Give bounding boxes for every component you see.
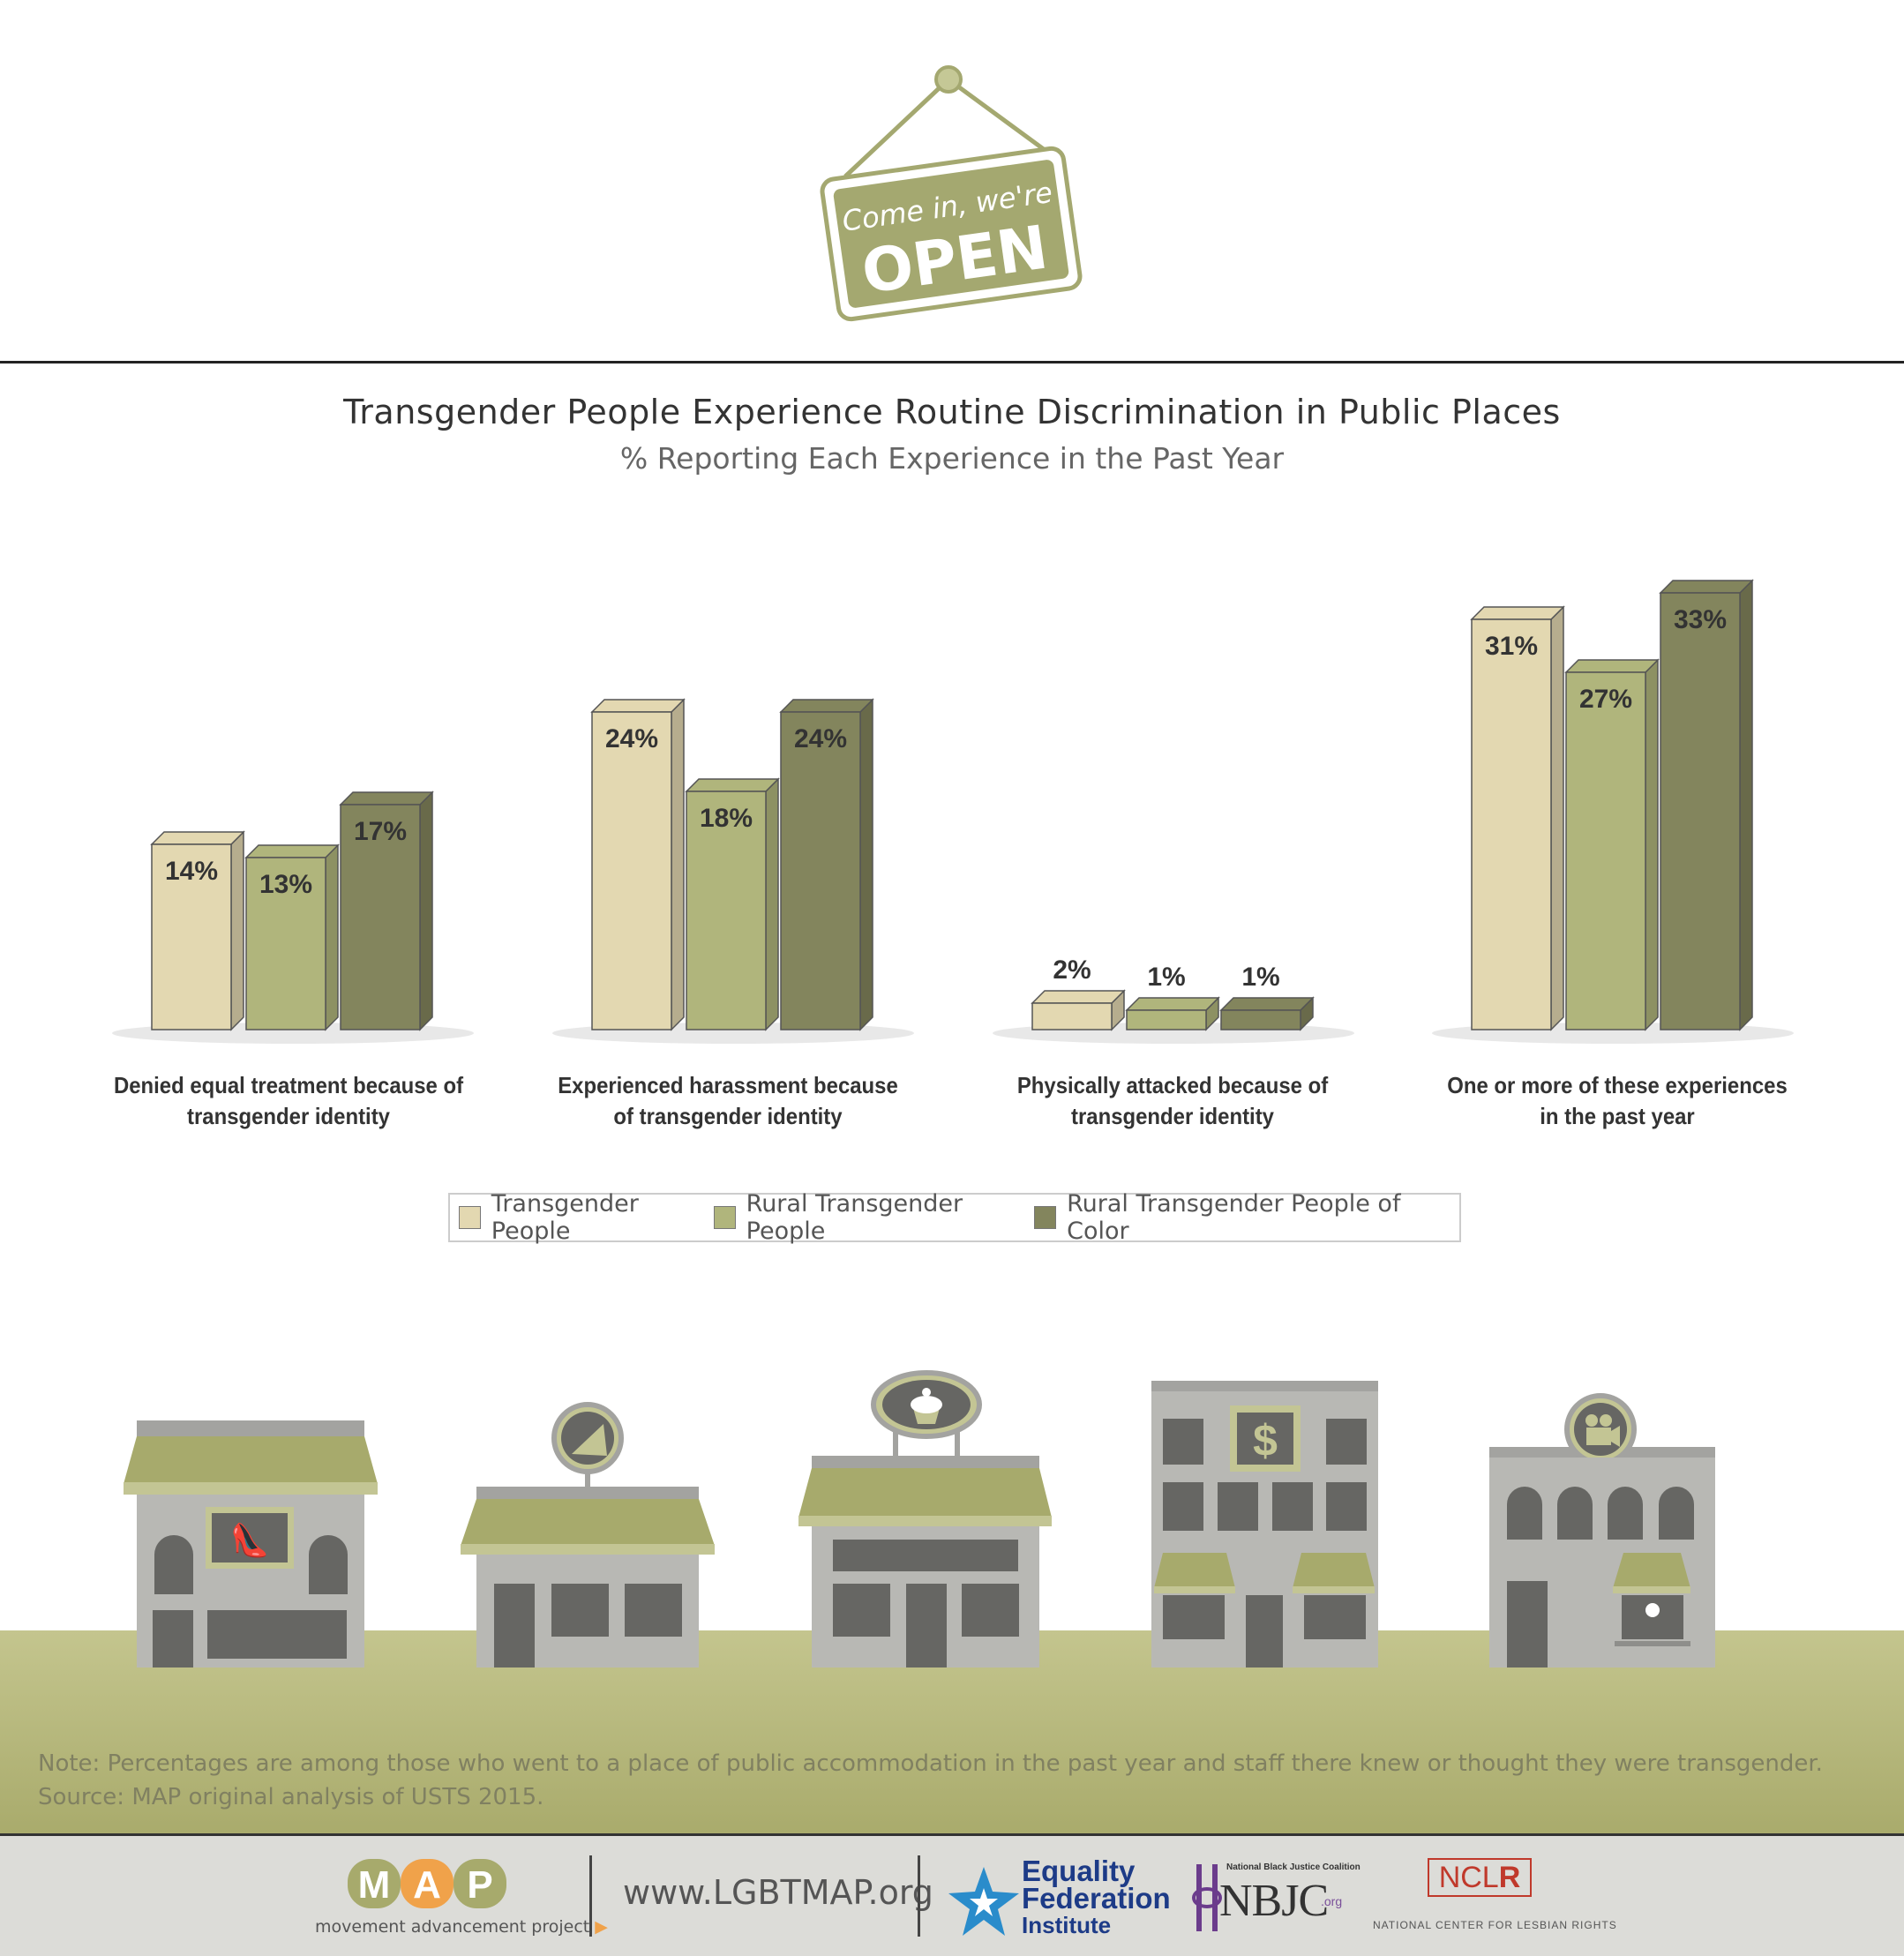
nbjc-emblem-icon [1192,1864,1222,1931]
shoe-icon: 👠 [230,1521,270,1558]
bar [1031,1002,1113,1030]
map-logo: M A P [348,1859,506,1908]
data-label: 18% [700,804,753,833]
bar-top [339,791,434,806]
bar-side [419,791,433,1031]
bar [1660,592,1741,1030]
store-shoe: 👠 [124,1420,378,1667]
bar [686,791,767,1030]
data-label: 2% [1053,956,1091,985]
legend-item-rural-transgender-people-of-color: Rural Transgender People of Color [1034,1190,1450,1245]
bar-chart: 14% 13% 17% 24% 18% 24% 2% 1% 1% 31% 27% 33% [112,579,1794,1044]
storefront-illustration: 👠 [124,1370,1715,1667]
nbjc-logo: NBJC [1219,1876,1329,1926]
category-label-4: One or more of these experiences in the p… [1447,1072,1788,1129]
note-text: Note: Percentages are among those who we… [38,1750,1823,1777]
star-icon [948,1867,1019,1936]
bar-top [1564,659,1660,673]
data-label: 1% [1241,963,1279,992]
bar-side [1739,579,1753,1031]
bar-top [244,844,340,858]
legend-item-transgender-people: Transgender People [459,1190,714,1245]
cupcake-icon [911,1388,942,1424]
bar [591,711,672,1030]
bar-top [1219,997,1315,1011]
bar-side [1645,658,1659,1031]
map-logo-a: A [413,1863,441,1907]
bar-top [1031,990,1126,1004]
data-label: 27% [1579,685,1632,714]
nclr-logo: NCLR [1428,1858,1532,1897]
nclr-name: NATIONAL CENTER FOR LESBIAN RIGHTS [1373,1919,1617,1931]
legend-swatch [713,1206,736,1229]
legend-swatch [459,1206,481,1229]
website-link[interactable]: www.LGBTMAP.org [623,1873,933,1912]
chart-note: Note: Percentages are among those who we… [38,1747,1823,1814]
nbjc-tagline: National Black Justice Coalition [1226,1862,1361,1872]
category-label-1: Denied equal treatment because of transge… [113,1072,464,1129]
bar [245,857,326,1030]
nbjc-org: .org [1321,1894,1343,1908]
store-bank: $ [1151,1381,1378,1667]
bar-side [230,830,244,1031]
film-camera-icon [1585,1414,1620,1447]
bar-top [685,778,780,792]
data-label: 24% [794,724,847,753]
pizza-icon [572,1424,607,1456]
store-pizza [461,1402,715,1667]
bar-top [1470,606,1565,620]
chart-legend: Transgender People Rural Transgender Peo… [448,1190,1461,1245]
bar-side [765,777,779,1031]
chart-subtitle: % Reporting Each Experience in the Past … [619,441,1285,476]
data-label: 31% [1485,632,1538,661]
bar-top [590,699,686,713]
bar-side [859,698,873,1031]
data-label: 1% [1147,963,1185,992]
data-label: 13% [259,870,312,899]
legend-swatch [1034,1206,1057,1229]
bar-top [779,699,874,713]
bar-top [1659,580,1754,594]
chart-title: Transgender People Experience Routine Di… [343,393,1561,431]
bar [1471,618,1552,1030]
footer: M A P movement advancement project ▶ www… [0,1836,1904,1956]
efi-logo: Equality Federation Institute [1022,1855,1171,1938]
store-cinema [1489,1393,1715,1667]
category-label-2: Experienced harassment because of transge… [558,1072,898,1129]
category-label-3: Physically attacked because of transgende… [1016,1072,1329,1129]
bar-top [150,831,245,845]
data-label: 14% [165,857,218,886]
bar [1565,671,1646,1030]
bar [1126,1009,1207,1030]
data-label: 33% [1674,605,1727,634]
bar [780,711,861,1030]
footer-divider-1 [589,1855,592,1937]
dollar-icon: $ [1253,1416,1278,1465]
bar [340,804,421,1030]
footer-divider [0,1833,1904,1836]
data-label: 17% [354,817,407,846]
bar-side [671,698,685,1031]
map-logo-m: M [358,1863,391,1907]
store-cupcake [798,1370,1052,1667]
bar [151,843,232,1030]
source-text: Source: MAP original analysis of USTS 20… [38,1784,544,1810]
top-divider [0,361,1904,363]
footer-divider-2 [918,1855,920,1937]
legend-item-rural-transgender-people: Rural Transgender People [713,1190,1034,1245]
bar-top [1125,997,1220,1011]
bar-side [325,843,339,1031]
open-sign: Come in, we're OPEN [820,65,1083,322]
map-name: movement advancement project ▶ [315,1917,608,1937]
bar [1220,1009,1301,1030]
data-label: 24% [605,724,658,753]
map-logo-p: P [467,1863,492,1907]
bar-side [1550,605,1564,1031]
